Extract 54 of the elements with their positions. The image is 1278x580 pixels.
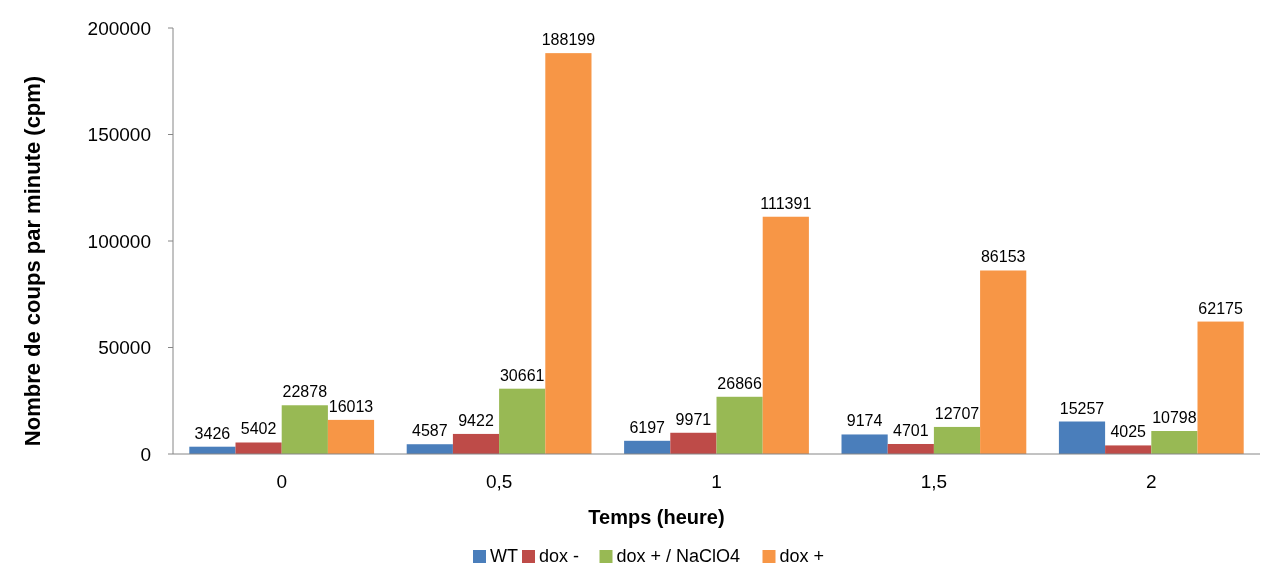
x-axis-title: Temps (heure) — [588, 506, 725, 528]
data-label: 10798 — [1152, 409, 1197, 426]
data-label: 5402 — [240, 420, 277, 438]
bar — [235, 442, 282, 454]
data-label: 9971 — [675, 410, 712, 428]
bar — [1058, 421, 1106, 454]
data-label: 30661 — [499, 366, 545, 384]
legend-label: dox + / NaClO4 — [616, 546, 741, 566]
data-label: 9174 — [846, 412, 883, 430]
data-label: 4025 — [1110, 423, 1147, 441]
data-label: 111391 — [760, 194, 812, 212]
bar — [452, 433, 500, 454]
data-label: 188199 — [541, 31, 596, 49]
x-tick-label: 2 — [1146, 471, 1157, 492]
bar — [980, 270, 1027, 454]
bar — [841, 434, 888, 454]
bar — [1151, 431, 1198, 454]
bar — [762, 216, 809, 454]
bar — [545, 53, 592, 454]
data-label: 62175 — [1198, 299, 1243, 317]
legend-label: dox + — [779, 546, 825, 566]
y-tick-label: 150000 — [87, 124, 151, 146]
bar — [670, 432, 717, 454]
bar — [933, 426, 981, 454]
data-label: 6197 — [629, 418, 666, 436]
bar — [624, 440, 671, 454]
y-axis-title: Nombre de coups par minute (cpm) — [20, 75, 45, 447]
data-label: 4701 — [893, 421, 929, 439]
data-label: 9422 — [458, 411, 494, 429]
x-tick-label: 0 — [276, 471, 287, 492]
legend-label: WT — [490, 546, 518, 566]
x-tick-label: 1 — [711, 471, 722, 492]
data-label: 16013 — [328, 397, 374, 415]
data-label: 12707 — [934, 404, 980, 422]
bar — [327, 419, 375, 454]
y-tick-label: 200000 — [87, 17, 151, 39]
bar — [1197, 321, 1244, 454]
bar — [1105, 445, 1152, 454]
data-label: 26866 — [717, 374, 762, 392]
data-label: 3426 — [194, 424, 231, 442]
legend-label: dox - — [539, 546, 580, 566]
y-tick-label: 0 — [140, 443, 151, 465]
y-tick-label: 100000 — [87, 230, 151, 252]
data-label: 22878 — [282, 383, 328, 401]
bar — [406, 444, 453, 454]
bar — [499, 388, 546, 454]
data-label: 86153 — [980, 248, 1026, 266]
x-tick-label: 1,5 — [920, 471, 948, 492]
bar — [281, 405, 328, 454]
x-tick-label: 0,5 — [485, 471, 513, 492]
y-tick-label: 50000 — [98, 337, 151, 359]
data-label: 15257 — [1059, 399, 1105, 417]
bar — [716, 396, 763, 454]
data-label: 4587 — [412, 422, 448, 440]
